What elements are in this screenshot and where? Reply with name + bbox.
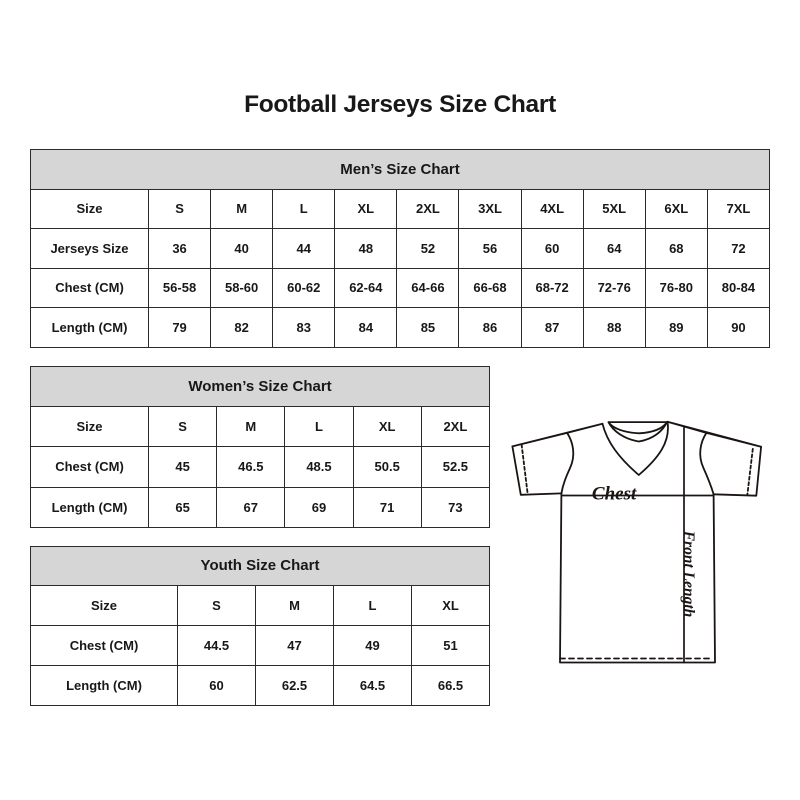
svg-text:Front Length: Front Length	[680, 530, 697, 618]
svg-text:Chest: Chest	[592, 483, 637, 504]
